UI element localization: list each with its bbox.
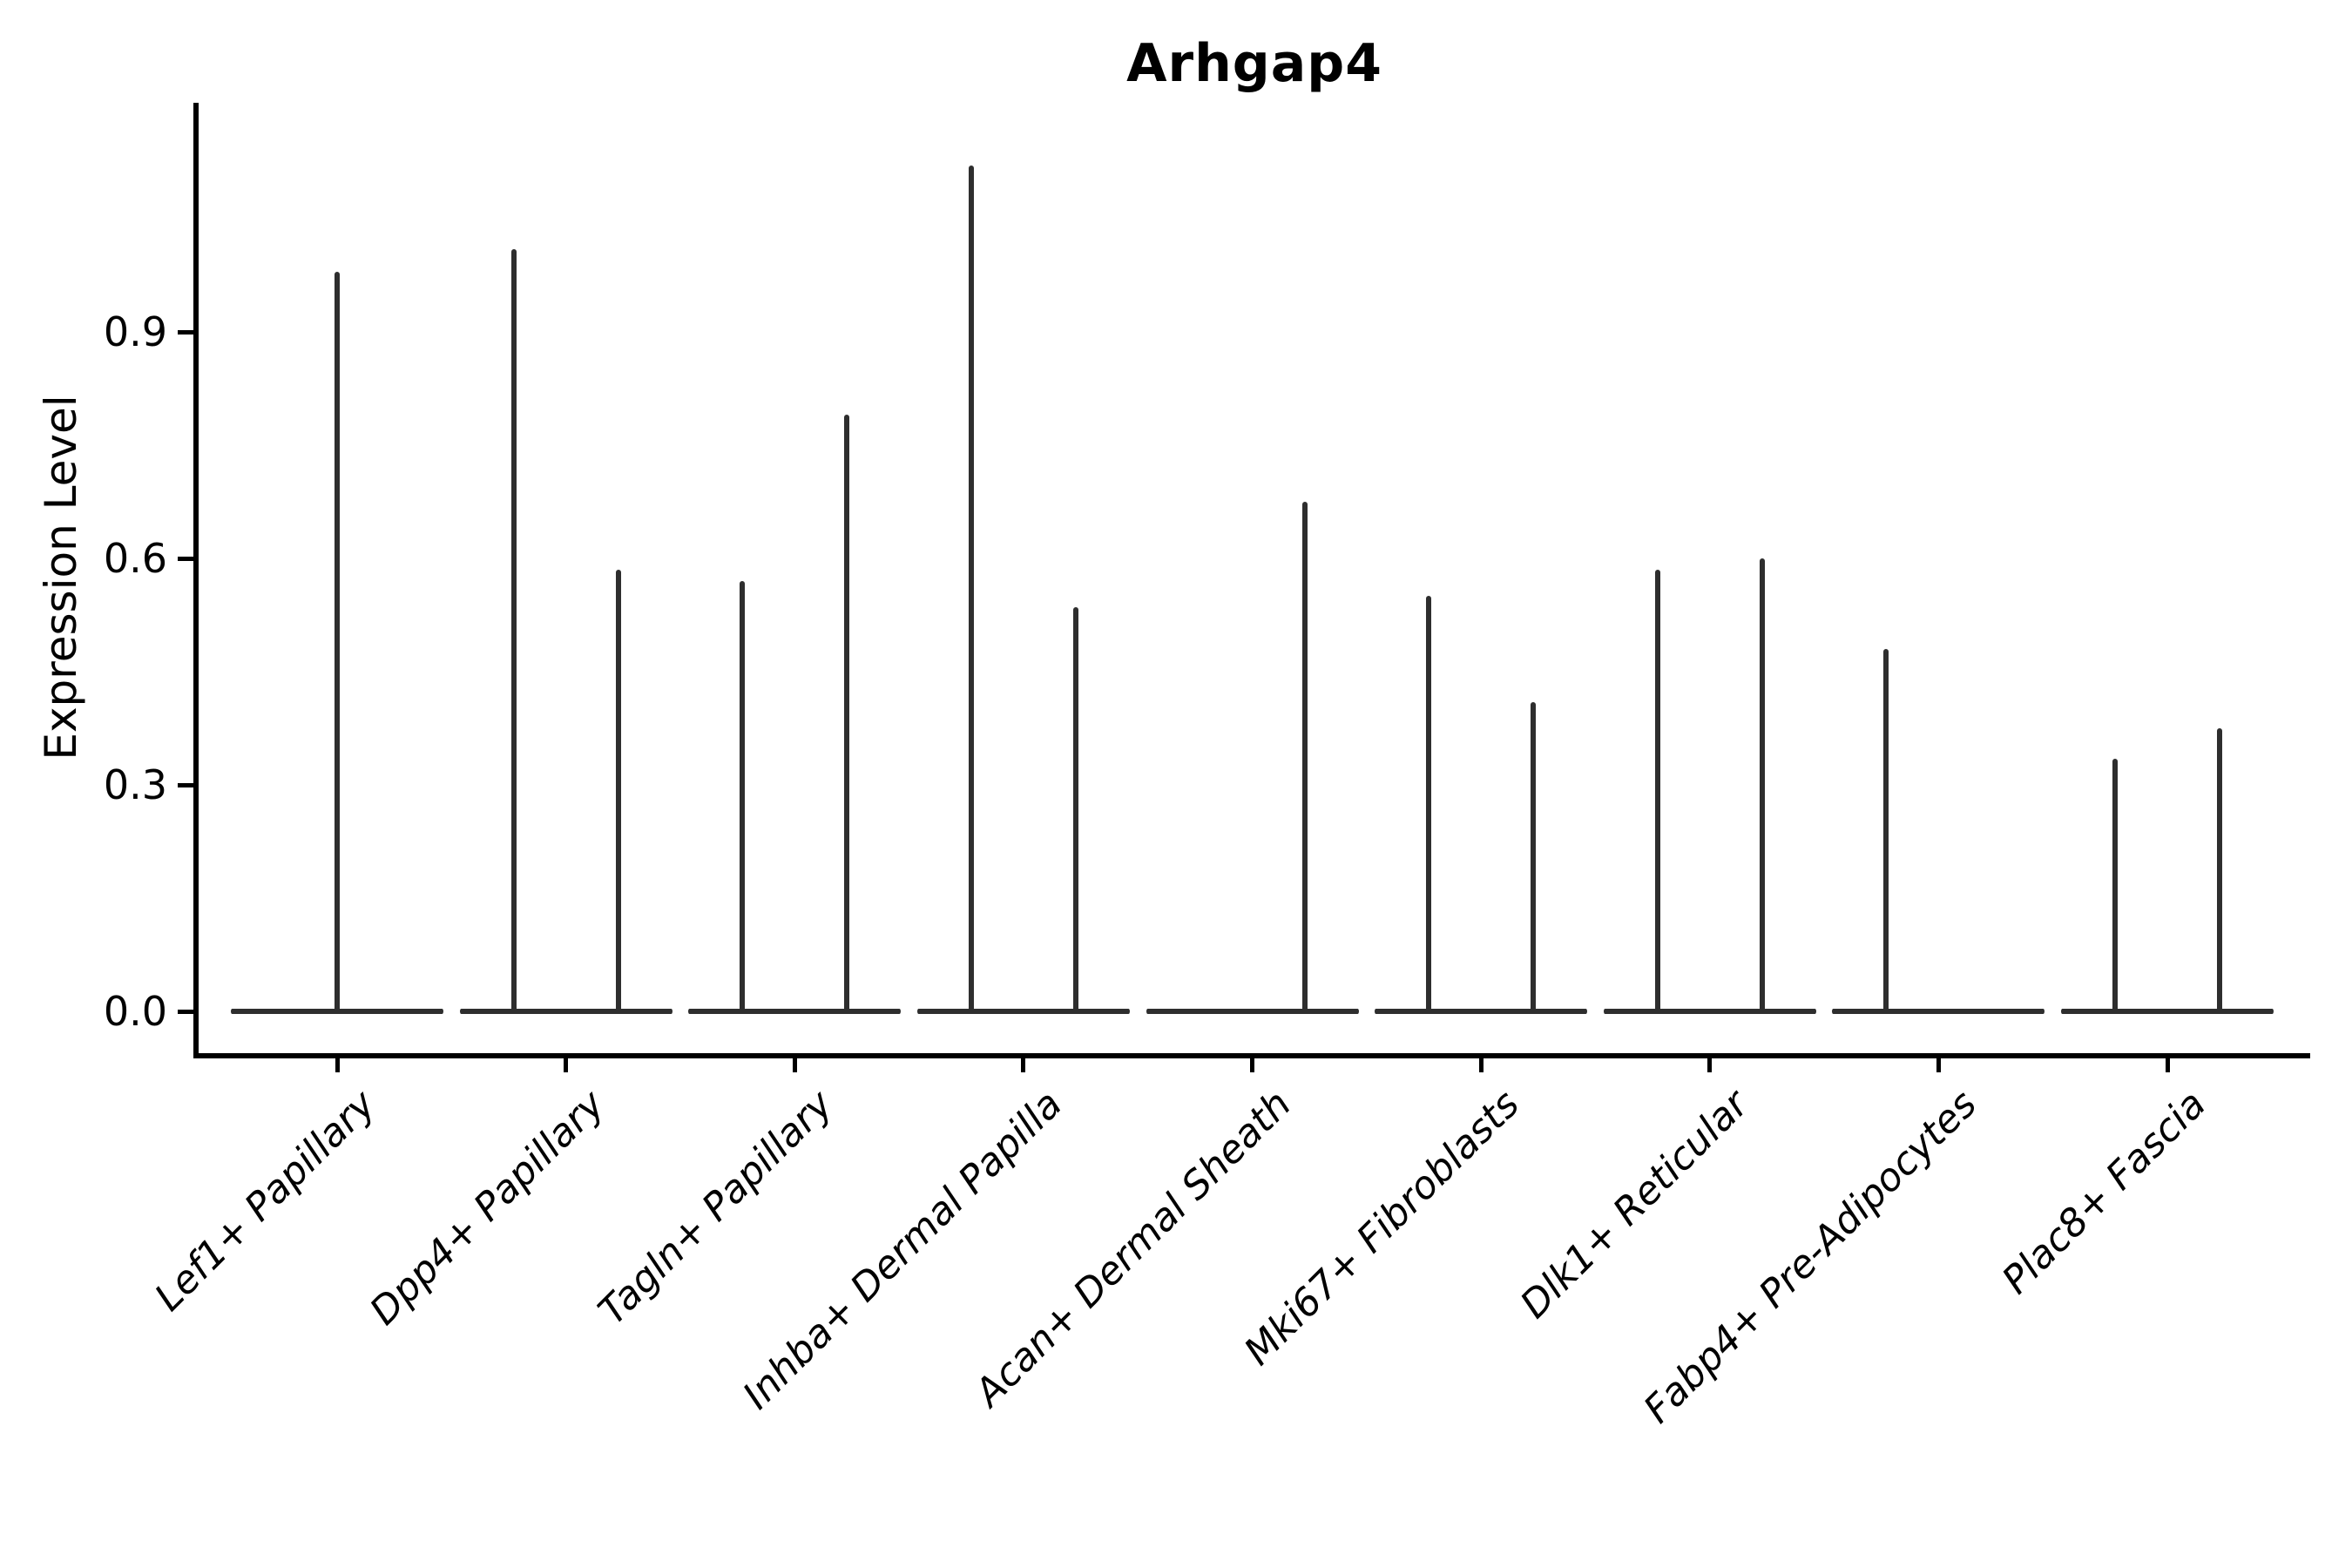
y-tick [178, 329, 193, 335]
x-axis-spine [193, 1053, 2310, 1058]
violin-spike [2217, 727, 2222, 1011]
x-tick [1936, 1058, 1941, 1072]
y-tick [178, 782, 193, 787]
violin-spike [1654, 569, 1660, 1011]
x-tick [1021, 1058, 1026, 1072]
violin-spike [510, 248, 517, 1011]
y-axis-spine [193, 103, 199, 1058]
x-tick-label: Plac8+ Fascia [1993, 1082, 2215, 1303]
violin-base [1832, 1009, 2045, 1014]
violin-base [1146, 1009, 1359, 1014]
x-tick [564, 1058, 569, 1072]
violin-base [459, 1009, 672, 1014]
y-tick-label: 0.0 [103, 988, 167, 1035]
y-tick-label: 0.6 [103, 534, 167, 582]
x-tick [335, 1058, 340, 1072]
chart-title: Arhgap4 [1126, 33, 1382, 94]
violin-spike [844, 415, 850, 1011]
x-tick [1707, 1058, 1713, 1072]
y-tick-label: 0.3 [103, 760, 167, 808]
violin-base [916, 1009, 1130, 1014]
violin-spike [740, 580, 746, 1011]
violin-spike [1426, 596, 1432, 1011]
x-tick [1478, 1058, 1484, 1072]
violin-spike [1301, 501, 1308, 1011]
x-tick [2165, 1058, 2170, 1072]
x-tick [1250, 1058, 1254, 1072]
y-tick-label: 0.9 [103, 308, 167, 355]
violin-spike [1883, 648, 1889, 1011]
violin-spike [335, 271, 340, 1011]
violin-base [1603, 1009, 1816, 1014]
x-tick-label: Dlk1+ Reticular [1511, 1082, 1757, 1328]
violin-base [1375, 1009, 1588, 1014]
violin-base [2061, 1009, 2274, 1014]
x-tick-label: Tagln+ Papillary [590, 1082, 842, 1334]
y-tick [178, 556, 193, 561]
violin-spike [615, 569, 621, 1011]
x-tick-label: Lef1+ Papillary [146, 1082, 385, 1321]
violin-spike [1072, 607, 1078, 1011]
violin-spike [1531, 701, 1537, 1011]
violin-base [688, 1009, 902, 1014]
violin-spike [2112, 758, 2118, 1011]
x-tick-label: Dpp4+ Papillary [361, 1082, 613, 1335]
violin-base [231, 1009, 443, 1014]
violin-spike [1759, 558, 1765, 1011]
y-tick [178, 1010, 193, 1014]
violin-spike [968, 166, 974, 1011]
x-tick [792, 1058, 797, 1072]
